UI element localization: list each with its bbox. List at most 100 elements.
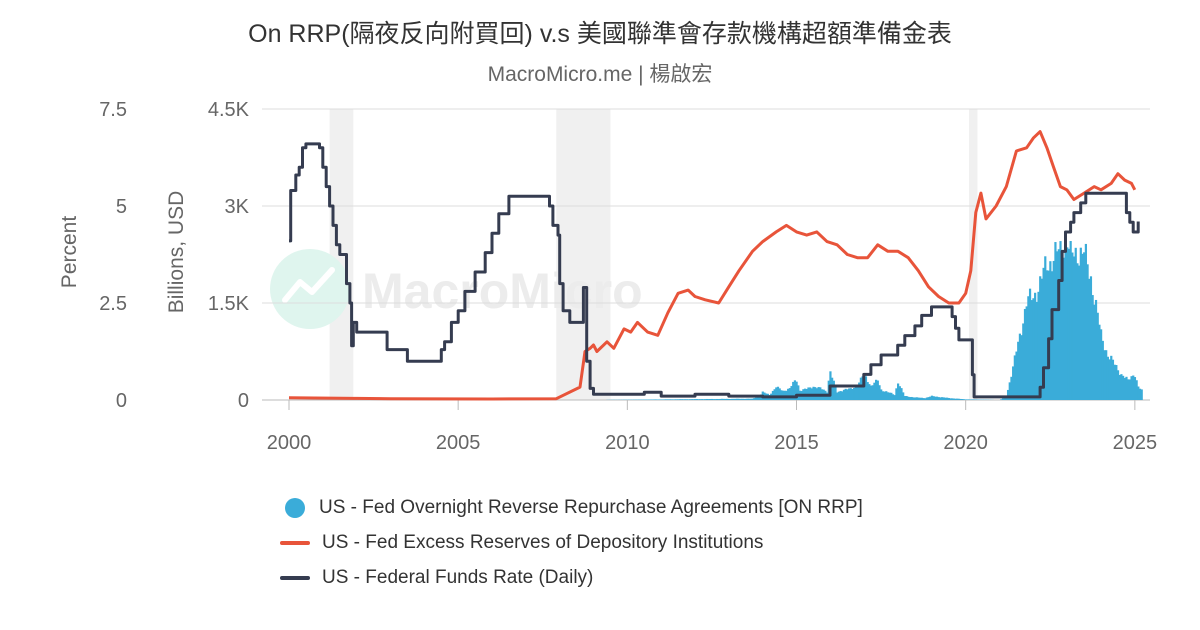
onrrp-bar-47 bbox=[685, 399, 688, 400]
onrrp-bar-87 bbox=[753, 398, 756, 400]
onrrp-bar-75 bbox=[732, 398, 736, 400]
onrrp-bar-253 bbox=[1040, 278, 1044, 400]
y-left-axis-label: Percent bbox=[58, 216, 81, 289]
onrrp-bar-69 bbox=[722, 398, 725, 400]
onrrp-bar-290 bbox=[1103, 350, 1106, 400]
onrrp-bar-50 bbox=[690, 399, 693, 400]
onrrp-bar-58 bbox=[704, 399, 707, 400]
legend-item-fed-funds[interactable]: US - Federal Funds Rate (Daily) bbox=[280, 560, 863, 595]
onrrp-bar-232 bbox=[1005, 397, 1008, 400]
onrrp-bar-275 bbox=[1078, 265, 1081, 400]
onrrp-bar-78 bbox=[737, 398, 741, 400]
series-layer bbox=[288, 130, 1143, 401]
onrrp-bar-256 bbox=[1045, 270, 1049, 400]
onrrp-bar-241 bbox=[1020, 335, 1023, 400]
onrrp-bar-271 bbox=[1071, 252, 1074, 400]
onrrp-bar-239 bbox=[1017, 341, 1020, 400]
y-left-tick-label: 7.5 bbox=[99, 99, 127, 121]
onrrp-bar-288 bbox=[1100, 329, 1103, 400]
onrrp-bar-242 bbox=[1022, 323, 1025, 400]
onrrp-bar-249 bbox=[1034, 292, 1037, 400]
onrrp-bar-175 bbox=[902, 392, 905, 400]
x-tick-label: 2015 bbox=[774, 432, 819, 454]
onrrp-bar-84 bbox=[748, 398, 751, 400]
onrrp-bar-214 bbox=[968, 399, 971, 400]
onrrp-bar-157 bbox=[871, 385, 874, 400]
onrrp-bar-53 bbox=[695, 399, 698, 400]
onrrp-bar-295 bbox=[1111, 359, 1115, 400]
onrrp-bar-187 bbox=[922, 398, 925, 400]
onrrp-bar-55 bbox=[699, 399, 702, 400]
onrrp-bar-193 bbox=[932, 396, 935, 400]
watermark-logo: MacroMicro bbox=[270, 249, 643, 329]
onrrp-bar-61 bbox=[709, 399, 712, 400]
onrrp-bar-257 bbox=[1047, 270, 1050, 400]
onrrp-bar-182 bbox=[913, 397, 917, 400]
x-tick-label: 2000 bbox=[267, 432, 312, 454]
onrrp-bar-133 bbox=[831, 377, 834, 400]
onrrp-bar-138 bbox=[839, 391, 842, 400]
series-fed-funds-line bbox=[289, 142, 1140, 399]
onrrp-bar-301 bbox=[1122, 375, 1125, 400]
onrrp-bar-63 bbox=[712, 399, 715, 400]
legend-item-onrrp[interactable]: US - Fed Overnight Reverse Repurchase Ag… bbox=[280, 490, 863, 525]
onrrp-bar-233 bbox=[1006, 389, 1010, 400]
onrrp-bar-190 bbox=[927, 397, 930, 400]
onrrp-bar-31 bbox=[658, 399, 661, 400]
onrrp-bar-79 bbox=[739, 398, 742, 400]
onrrp-bar-266 bbox=[1062, 257, 1065, 400]
onrrp-bar-54 bbox=[697, 399, 700, 400]
onrrp-bar-39 bbox=[672, 399, 675, 400]
onrrp-bar-210 bbox=[961, 399, 964, 400]
onrrp-bar-73 bbox=[729, 398, 732, 400]
legend-item-excess-reserves[interactable]: US - Fed Excess Reserves of Depository I… bbox=[280, 525, 863, 560]
onrrp-bar-302 bbox=[1123, 377, 1126, 400]
onrrp-bar-308 bbox=[1133, 377, 1137, 400]
onrrp-bar-83 bbox=[746, 398, 749, 400]
onrrp-bar-267 bbox=[1064, 239, 1067, 400]
onrrp-bar-255 bbox=[1044, 256, 1047, 400]
x-tick-label: 2020 bbox=[943, 432, 988, 454]
onrrp-bar-161 bbox=[878, 385, 881, 400]
onrrp-bar-229 bbox=[1000, 399, 1003, 400]
onrrp-bar-281 bbox=[1088, 278, 1091, 400]
onrrp-bar-137 bbox=[837, 391, 841, 400]
onrrp-bar-144 bbox=[849, 388, 852, 400]
x-tick-label: 2025 bbox=[1113, 432, 1158, 454]
onrrp-bar-159 bbox=[875, 379, 878, 400]
legend-swatch-onrrp bbox=[285, 497, 305, 518]
onrrp-bar-169 bbox=[891, 394, 895, 400]
legend-swatch-excess-reserves bbox=[280, 540, 310, 545]
onrrp-bar-188 bbox=[924, 398, 927, 400]
onrrp-bar-164 bbox=[883, 391, 886, 400]
onrrp-bar-246 bbox=[1028, 288, 1032, 400]
legend-swatch-fed-funds bbox=[280, 575, 310, 580]
onrrp-bar-245 bbox=[1027, 296, 1030, 400]
onrrp-bar-294 bbox=[1110, 355, 1113, 400]
onrrp-bar-85 bbox=[749, 398, 753, 400]
onrrp-bar-181 bbox=[912, 397, 915, 400]
onrrp-bar-38 bbox=[670, 399, 673, 400]
onrrp-bar-148 bbox=[856, 387, 859, 400]
y-right-tick-label: 3K bbox=[225, 196, 250, 218]
onrrp-bar-199 bbox=[942, 397, 945, 400]
onrrp-bar-113 bbox=[797, 385, 800, 400]
onrrp-bar-297 bbox=[1115, 365, 1118, 400]
onrrp-bar-289 bbox=[1101, 340, 1104, 400]
onrrp-bar-202 bbox=[947, 398, 950, 400]
onrrp-bar-108 bbox=[788, 388, 791, 400]
onrrp-bar-208 bbox=[957, 398, 961, 400]
onrrp-bar-100 bbox=[775, 387, 778, 400]
y-left-tick-label: 0 bbox=[116, 390, 127, 412]
chart-title: On RRP(隔夜反向附買回) v.s 美國聯準會存款機構超額準備金表 bbox=[248, 20, 952, 48]
onrrp-bar-99 bbox=[773, 389, 776, 400]
onrrp-bar-80 bbox=[741, 398, 744, 400]
onrrp-bar-217 bbox=[973, 399, 976, 400]
onrrp-bar-147 bbox=[854, 386, 857, 400]
onrrp-bar-167 bbox=[888, 392, 891, 400]
onrrp-bar-209 bbox=[959, 398, 962, 400]
x-tick-label: 2010 bbox=[605, 432, 650, 454]
onrrp-bar-248 bbox=[1032, 298, 1035, 400]
y-right-tick-label: 4.5K bbox=[208, 99, 250, 121]
y-right-axis-label: Billions, USD bbox=[165, 191, 188, 314]
